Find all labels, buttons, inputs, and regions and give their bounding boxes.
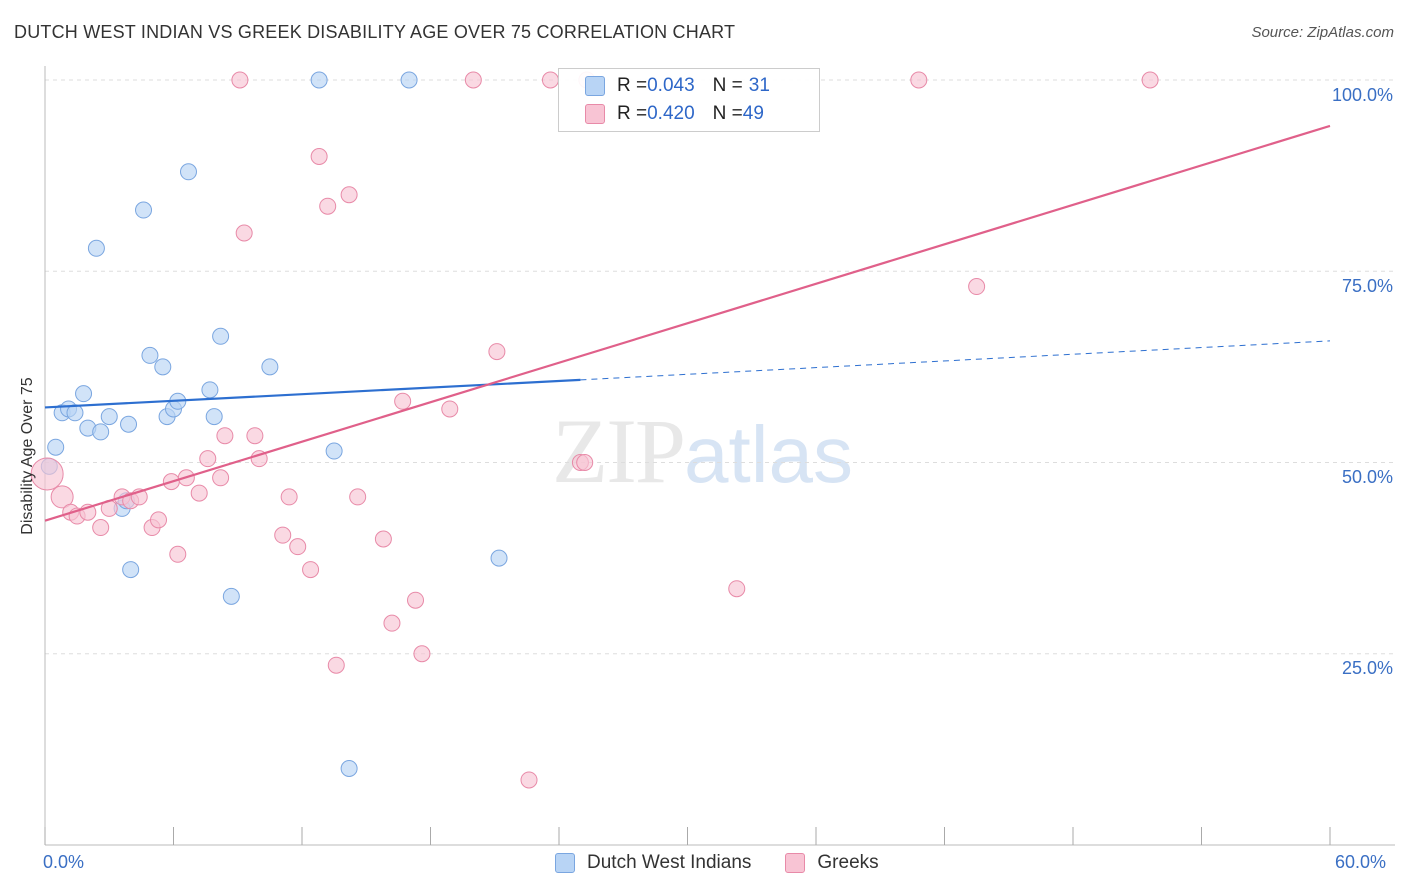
dutch-west-indians-point bbox=[92, 423, 110, 441]
dutch-west-indians-point bbox=[212, 327, 230, 345]
dutch-west-indians-point bbox=[205, 408, 223, 426]
stats-legend: R = 0.043 N = 31 R = 0.420 N = 49 bbox=[558, 68, 820, 132]
dutch-west-indians-point bbox=[75, 385, 93, 403]
legend-label-dutch-west-indians: Dutch West Indians bbox=[587, 852, 752, 873]
greeks-point bbox=[340, 186, 358, 204]
greeks-point bbox=[50, 485, 74, 509]
dutch-west-indians-trendline bbox=[44, 378, 581, 409]
dutch-west-indians-point bbox=[222, 587, 240, 605]
dutch-west-indians-trendline-extension bbox=[580, 340, 1331, 381]
x-tick-label-max: 60.0% bbox=[1335, 852, 1387, 872]
watermark-zip: ZIP bbox=[552, 400, 686, 502]
dutch-west-indians-point bbox=[261, 358, 279, 376]
greeks-point bbox=[464, 71, 482, 89]
legend-swatch-greeks bbox=[785, 853, 806, 873]
dutch-west-indians-point bbox=[490, 549, 508, 567]
greeks-point bbox=[488, 343, 506, 361]
r-label: R = bbox=[617, 75, 648, 96]
greeks-trendline bbox=[44, 124, 1331, 522]
greeks-point bbox=[728, 580, 746, 598]
greeks-point bbox=[413, 645, 431, 663]
r-label: R = bbox=[617, 103, 648, 124]
dutch-west-indians-point bbox=[179, 163, 197, 181]
y-tick-label-100: 100.0% bbox=[1331, 85, 1393, 105]
source-label: Source: ZipAtlas.com bbox=[1251, 24, 1394, 41]
dutch-west-indians-point bbox=[47, 438, 65, 456]
greeks-point bbox=[216, 427, 234, 445]
greeks-point bbox=[274, 526, 292, 544]
greeks-point bbox=[30, 457, 64, 491]
dutch-west-indians-point bbox=[201, 381, 219, 399]
dutch-west-indians-point bbox=[120, 415, 138, 433]
watermark: ZIPatlas bbox=[552, 398, 853, 504]
greeks-point bbox=[199, 450, 217, 468]
greeks-point bbox=[280, 488, 298, 506]
greeks-point bbox=[212, 469, 230, 487]
n-label: N = bbox=[712, 103, 743, 124]
greeks-point bbox=[190, 484, 208, 502]
greeks-point bbox=[541, 71, 559, 89]
greeks-point bbox=[349, 488, 367, 506]
greeks-point bbox=[319, 197, 337, 215]
greeks-point bbox=[302, 561, 320, 579]
greeks-point bbox=[576, 454, 594, 471]
greeks-point bbox=[92, 519, 110, 537]
legend-label-greeks: Greeks bbox=[817, 852, 879, 873]
r-value: 0.043 bbox=[647, 75, 695, 96]
y-axis-label: Disability Age Over 75 bbox=[19, 377, 36, 535]
blue-swatch bbox=[585, 76, 605, 96]
greeks-point bbox=[235, 224, 253, 242]
stats-legend-row-blue: R = 0.043 N = 31 bbox=[585, 72, 770, 100]
greeks-point bbox=[394, 392, 412, 410]
greeks-point bbox=[910, 71, 928, 89]
greeks-point bbox=[246, 427, 264, 445]
greeks-point bbox=[169, 545, 187, 563]
dutch-west-indians-point bbox=[400, 71, 418, 89]
dutch-west-indians-point bbox=[100, 408, 118, 426]
greeks-point bbox=[289, 538, 307, 556]
r-value: 0.420 bbox=[647, 103, 695, 124]
n-value: 31 bbox=[748, 75, 770, 96]
dutch-west-indians-point bbox=[66, 404, 84, 422]
pink-swatch bbox=[585, 104, 605, 124]
y-tick-label-25: 25.0% bbox=[1341, 658, 1393, 678]
series-legend: Dutch West Indians Greeks bbox=[555, 852, 879, 874]
legend-swatch-dutch-west-indians bbox=[555, 853, 575, 873]
dutch-west-indians-point bbox=[310, 71, 328, 89]
watermark-atlas: atlas bbox=[684, 410, 853, 499]
dutch-west-indians-point bbox=[87, 239, 105, 257]
n-value: 49 bbox=[742, 103, 764, 124]
y-tick-label-50: 50.0% bbox=[1341, 467, 1393, 487]
chart-title: DUTCH WEST INDIAN VS GREEK DISABILITY AG… bbox=[14, 22, 736, 42]
dutch-west-indians-point bbox=[325, 442, 343, 460]
greeks-point bbox=[374, 530, 392, 548]
dutch-west-indians-point bbox=[135, 201, 153, 219]
greeks-point bbox=[327, 656, 345, 674]
dutch-west-indians-point bbox=[340, 760, 358, 777]
greeks-point bbox=[310, 148, 328, 165]
greeks-point bbox=[383, 614, 401, 632]
dutch-west-indians-point bbox=[154, 358, 172, 376]
greeks-point bbox=[441, 400, 459, 418]
x-tick-label-min: 0.0% bbox=[43, 852, 85, 872]
greeks-point bbox=[520, 771, 538, 789]
n-label: N = bbox=[712, 75, 743, 96]
greeks-point bbox=[150, 511, 168, 529]
greeks-point bbox=[1141, 71, 1159, 89]
greeks-point bbox=[968, 278, 986, 296]
y-tick-label-75: 75.0% bbox=[1341, 276, 1393, 296]
greeks-point bbox=[407, 591, 425, 609]
greeks-point bbox=[231, 71, 249, 89]
dutch-west-indians-point bbox=[122, 561, 140, 579]
dutch-west-indians-point bbox=[141, 346, 159, 364]
stats-legend-row-pink: R = 0.420 N = 49 bbox=[585, 100, 764, 128]
